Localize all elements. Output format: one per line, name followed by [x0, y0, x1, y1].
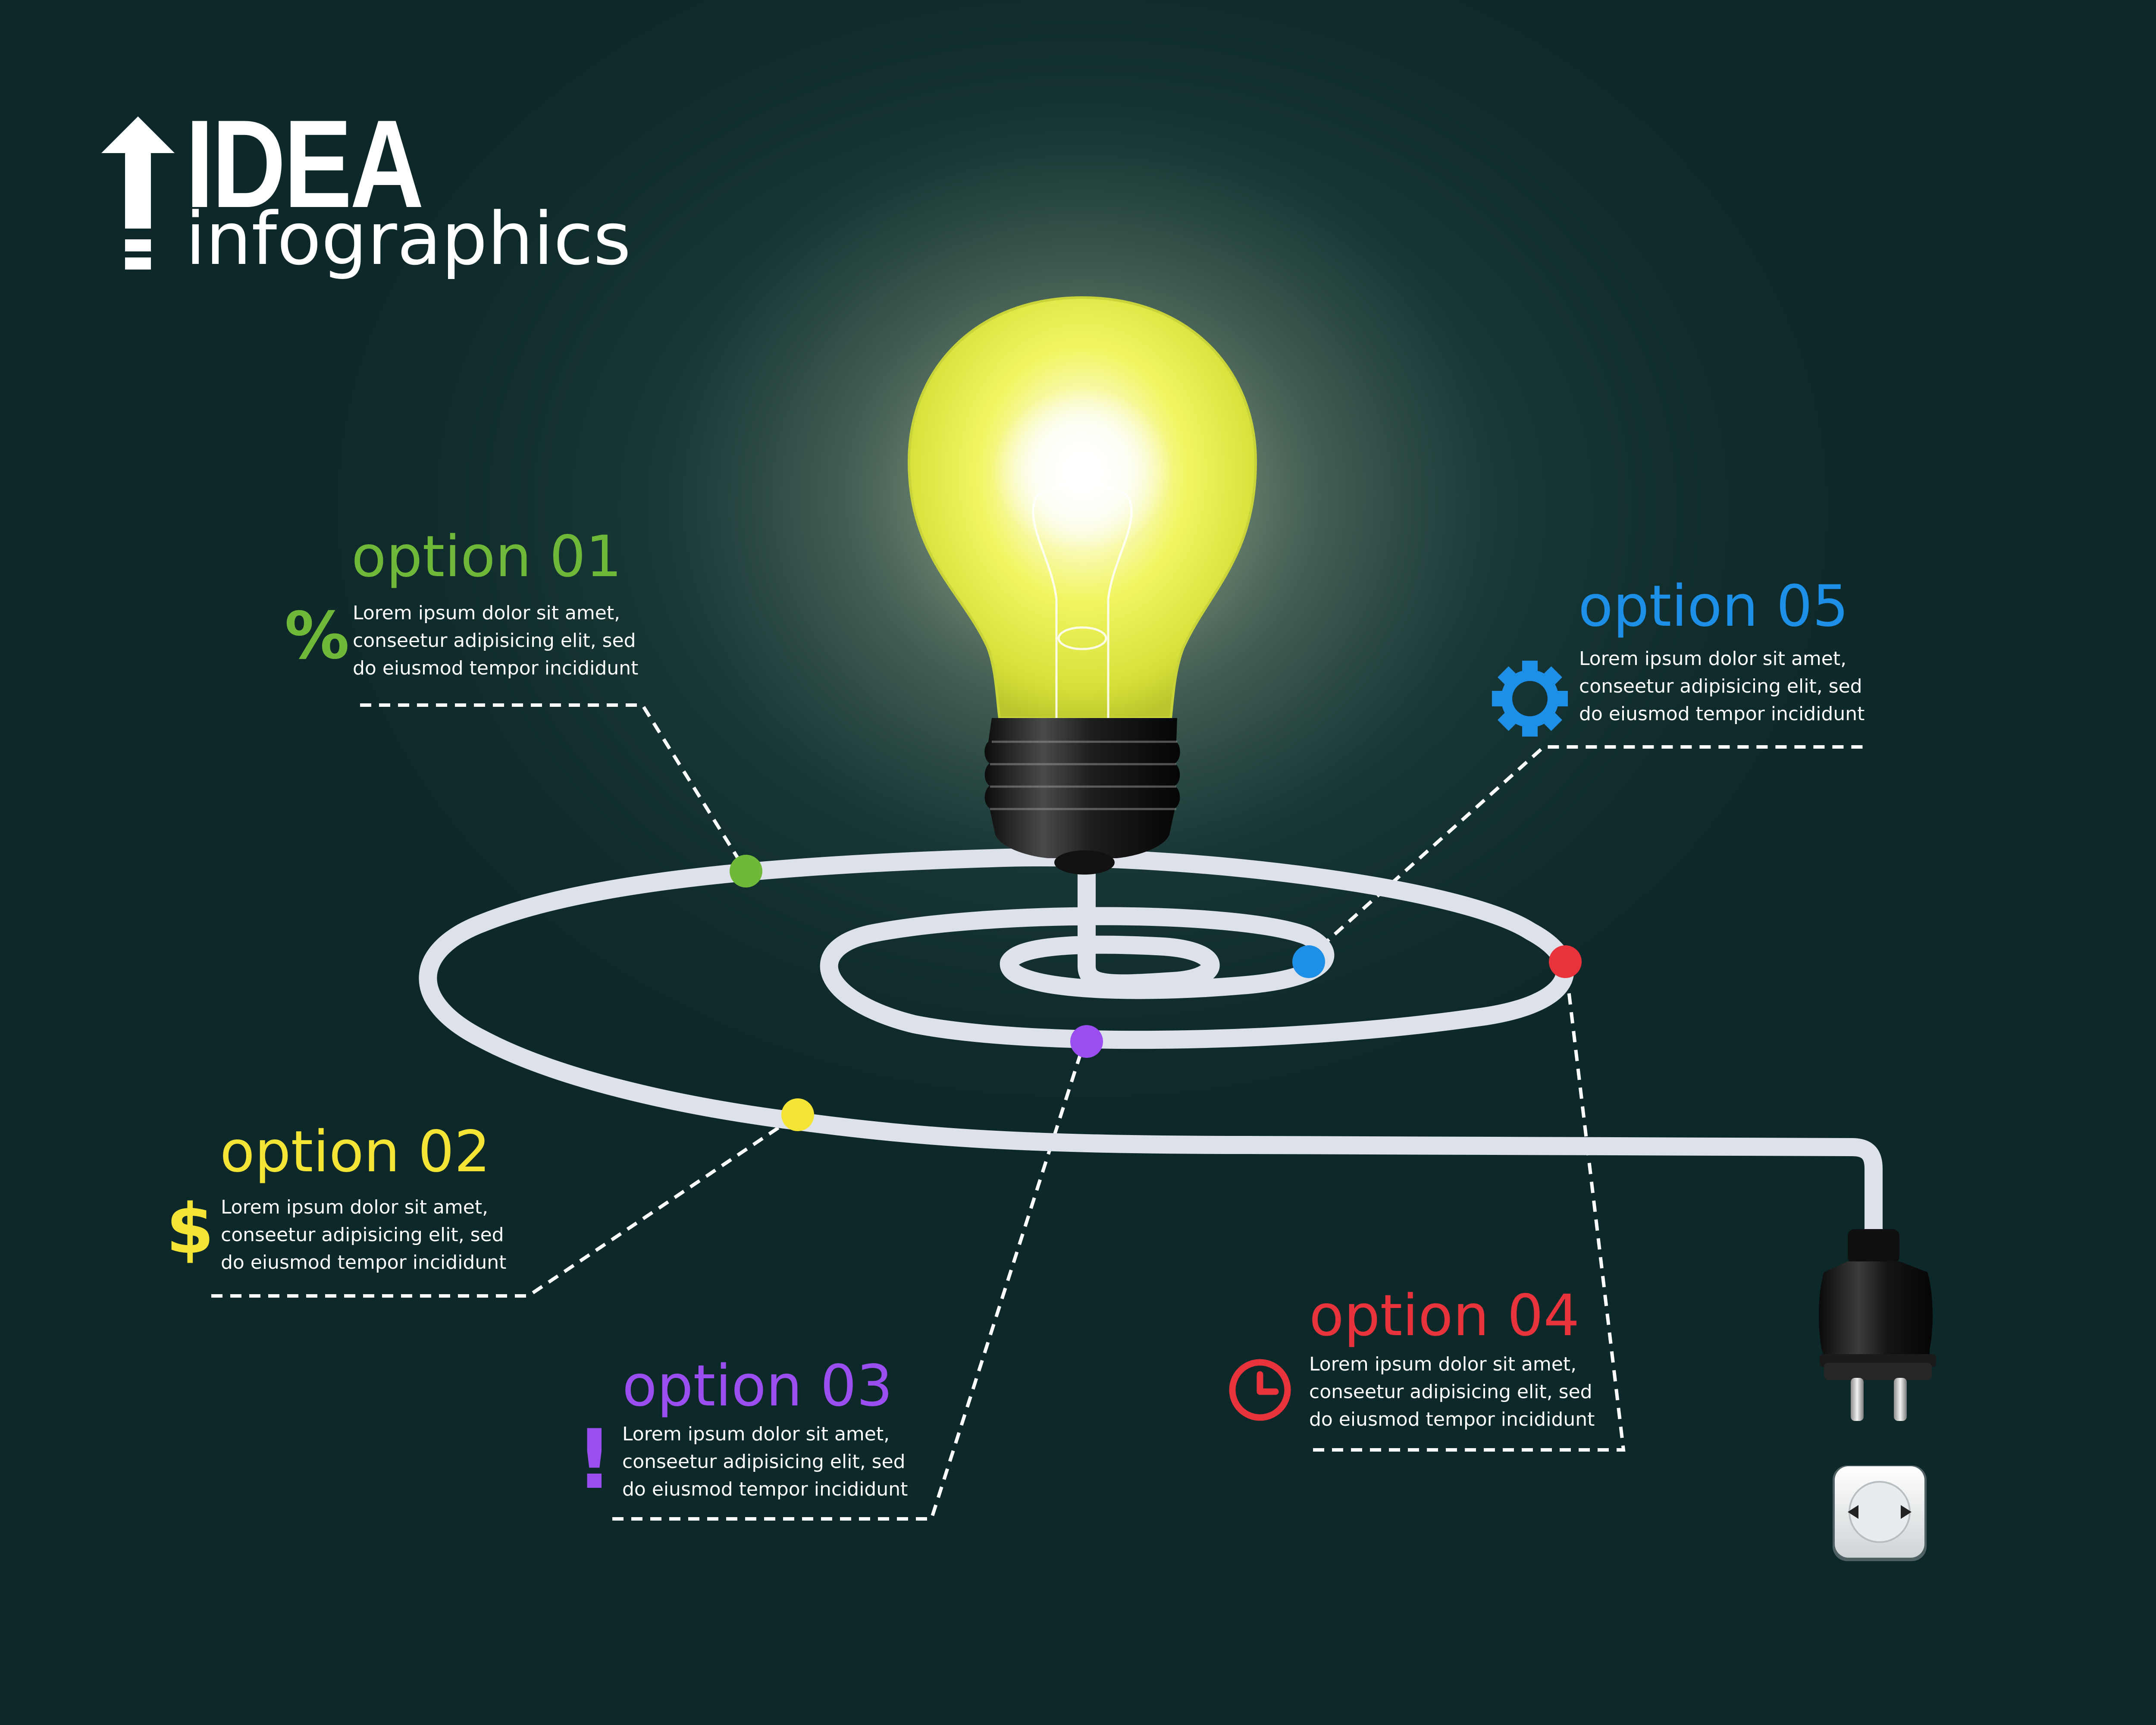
option-02-text: Lorem ipsum dolor sit amet, conseetur ad…: [221, 1194, 531, 1276]
bulb-base: [984, 718, 1180, 858]
option-04-line-1: Lorem ipsum dolor sit amet,: [1309, 1353, 1577, 1375]
option-05-line-3: do eiusmod tempor incididunt: [1579, 703, 1865, 725]
light-bulb-icon: [907, 296, 1257, 875]
leader-line-04: [1313, 961, 1626, 1452]
up-arrow-exclamation-icon: [101, 116, 175, 270]
dollar-icon: $: [166, 1189, 214, 1269]
option-01-title: option 01: [351, 524, 622, 590]
gear-icon: [1492, 661, 1568, 737]
leader-lines: [211, 703, 1867, 1521]
option-02-title: option 02: [220, 1119, 491, 1185]
option-04-line-2: conseetur adipisicing elit, sed: [1309, 1381, 1592, 1403]
option-03-line-2: conseetur adipisicing elit, sed: [622, 1451, 906, 1473]
option-03-text: Lorem ipsum dolor sit amet, conseetur ad…: [622, 1421, 933, 1503]
dot-option-05: [1292, 945, 1325, 978]
option-05-line-1: Lorem ipsum dolor sit amet,: [1579, 648, 1847, 670]
option-05-text: Lorem ipsum dolor sit amet, conseetur ad…: [1579, 645, 1890, 728]
page-subtitle: infographics: [185, 197, 631, 281]
dot-option-02: [781, 1098, 814, 1131]
option-02-line-1: Lorem ipsum dolor sit amet,: [221, 1196, 489, 1218]
leader-line-01: [360, 703, 748, 872]
dot-option-03: [1070, 1025, 1103, 1058]
option-02-line-2: conseetur adipisicing elit, sed: [221, 1224, 504, 1246]
option-03-line-3: do eiusmod tempor incididunt: [622, 1478, 908, 1500]
bulb-tip: [1054, 850, 1115, 875]
dot-option-04: [1549, 945, 1582, 978]
option-01-line-1: Lorem ipsum dolor sit amet,: [353, 602, 620, 624]
power-socket-icon: [1833, 1465, 1927, 1561]
option-05-line-2: conseetur adipisicing elit, sed: [1579, 675, 1862, 697]
option-04-line-3: do eiusmod tempor incididunt: [1309, 1408, 1595, 1430]
option-03-title: option 03: [622, 1353, 893, 1419]
option-05-title: option 05: [1578, 573, 1849, 640]
connection-dots: [730, 855, 1582, 1131]
option-01-line-3: do eiusmod tempor incididunt: [353, 657, 639, 679]
clock-icon: [1229, 1359, 1291, 1421]
leader-line-02: [211, 1113, 799, 1298]
dot-option-01: [730, 855, 762, 888]
leader-line-03: [612, 1041, 1086, 1521]
option-01-text: Lorem ipsum dolor sit amet, conseetur ad…: [353, 599, 663, 682]
bulb-filament: [1032, 483, 1133, 718]
option-03-line-1: Lorem ipsum dolor sit amet,: [622, 1423, 890, 1445]
cable: [419, 848, 1883, 1247]
power-plug-icon: [1819, 1229, 1936, 1421]
leader-line-05: [1305, 745, 1867, 961]
option-02-line-3: do eiusmod tempor incididunt: [221, 1251, 507, 1273]
percent-icon: %: [285, 599, 350, 674]
option-01-line-2: conseetur adipisicing elit, sed: [353, 630, 636, 652]
page-title: IDEA: [185, 94, 424, 234]
exclamation-icon: !: [576, 1412, 613, 1507]
bulb-core-glow: [992, 388, 1173, 552]
option-04-text: Lorem ipsum dolor sit amet, conseetur ad…: [1309, 1351, 1620, 1433]
option-04-title: option 04: [1309, 1283, 1580, 1349]
